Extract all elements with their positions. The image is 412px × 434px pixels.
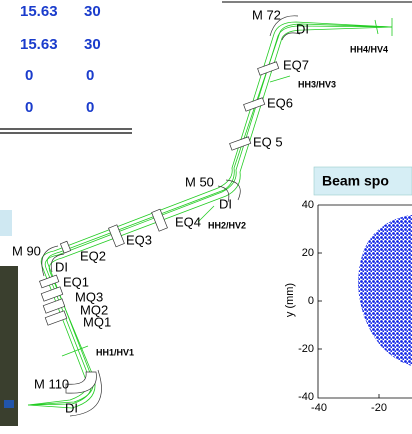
beamline-labels: M 72 DI HH4/HV4 EQ7 HH3/HV3 EQ6 EQ 5 M 5… [12,7,388,415]
cell: 0 [25,67,33,84]
cell: 15.63 [20,36,58,53]
y-tick-label: -20 [298,343,314,355]
label: HH1/HV1 [96,347,134,357]
label: M 72 [252,7,281,22]
label: EQ4 [175,214,201,229]
label: M 50 [185,174,214,189]
label: DI [55,259,68,274]
y-axis-label: y (mm) [284,283,296,317]
beam-spot-points [358,215,412,366]
x-tick-label: -40 [311,402,327,414]
x-tick-label: -20 [371,402,387,414]
label: DI [219,196,232,211]
label: EQ6 [267,95,293,110]
panel-title: Beam spo [322,173,389,189]
side-panel [0,210,12,236]
cell: 0 [25,99,33,116]
cell: 0 [86,67,94,84]
label: DI [65,400,78,415]
label: MQ1 [83,314,111,329]
label: EQ1 [63,274,89,289]
y-tick-label: 20 [302,247,314,259]
label: DI [296,21,309,36]
beam-spot-panel: Beam spo 40 20 0 -20 -40 -40 -20 y (mm) [284,167,412,414]
label: HH2/HV2 [208,220,246,230]
label: EQ3 [126,232,152,247]
screen: 15.63 30 15.63 30 0 0 0 0 [0,0,412,434]
label: EQ7 [283,57,309,72]
label: M 90 [12,243,41,258]
y-tick-label: 0 [308,295,314,307]
label: EQ 5 [253,134,283,149]
cell: 0 [86,99,94,116]
beamline [28,16,392,416]
label: HH3/HV3 [298,79,336,89]
label: HH4/HV4 [350,44,388,54]
value-table: 15.63 30 15.63 30 0 0 0 0 [0,3,132,133]
side-image-detail [4,400,14,408]
cell: 30 [84,3,101,20]
label: EQ2 [80,248,106,263]
label: M 110 [34,376,69,391]
cell: 30 [84,36,101,53]
cell: 15.63 [20,3,58,20]
y-tick-label: 40 [302,199,314,211]
